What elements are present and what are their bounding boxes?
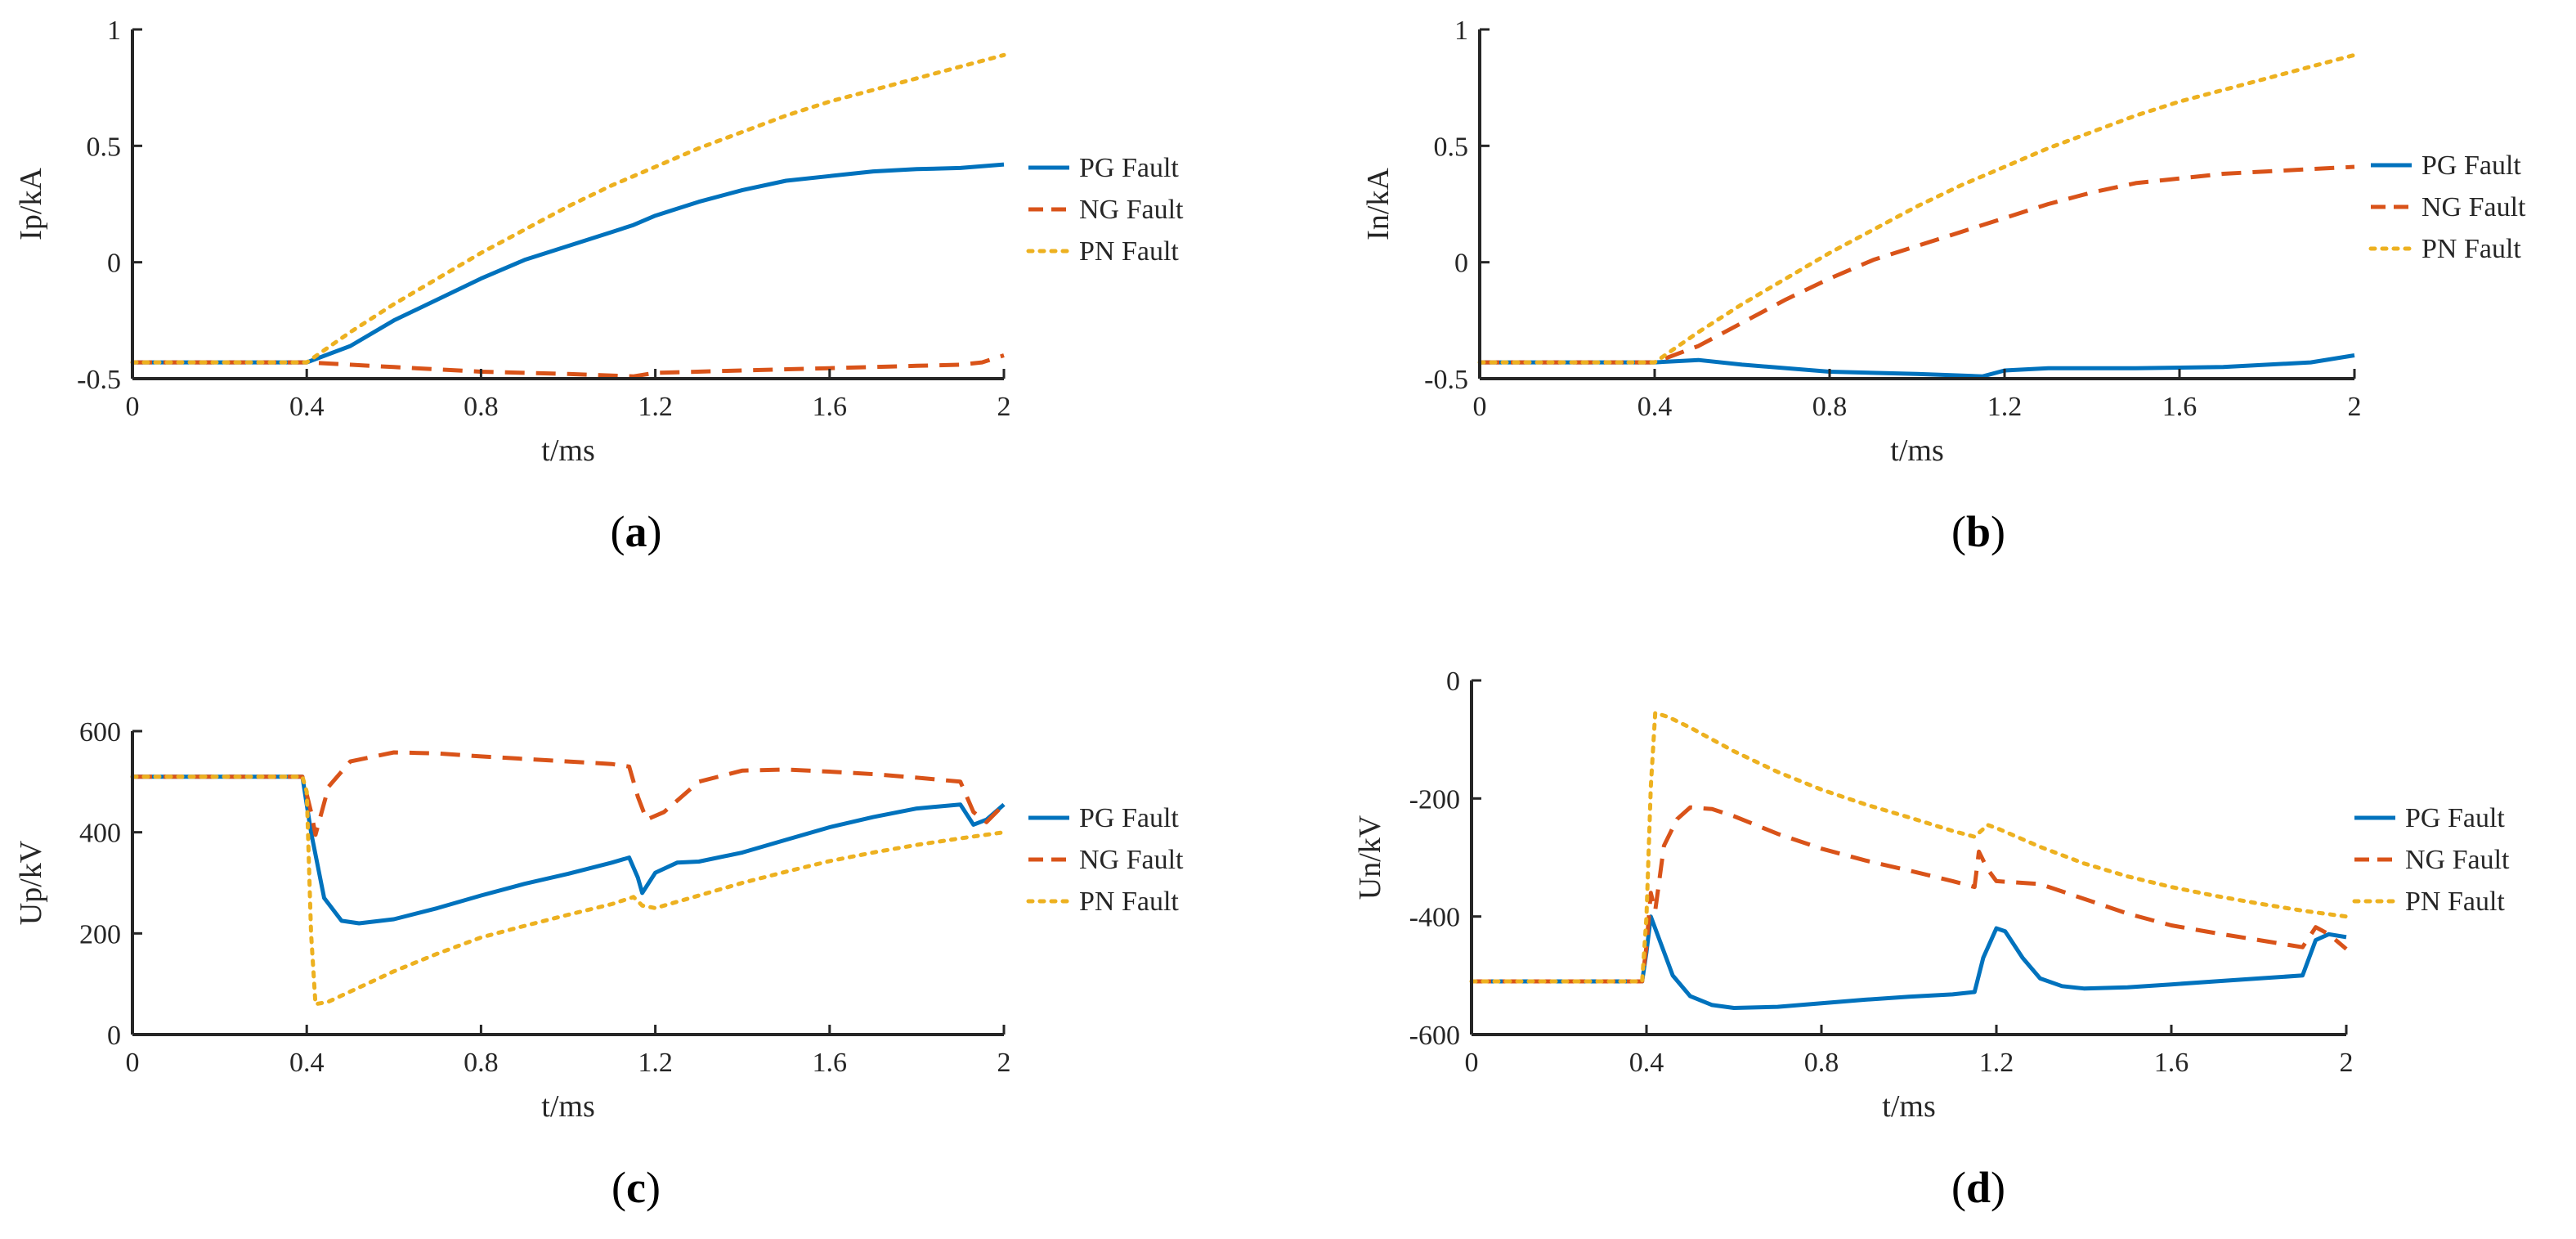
y-tick-label: -200 (1409, 784, 1460, 815)
y-tick-label: 0 (107, 249, 121, 279)
y-tick-label: 400 (79, 819, 121, 849)
legend-label-pg: PG Fault (1079, 153, 1179, 183)
legend-label-pn: PN Fault (1079, 236, 1179, 267)
x-tick-label: 0.4 (1629, 1048, 1664, 1078)
x-tick-label: 2 (997, 392, 1011, 422)
legend-label-ng: NG Fault (2421, 192, 2526, 222)
y-axis-label: Ip/kA (14, 168, 48, 240)
x-tick-label: 2 (2340, 1048, 2354, 1078)
series-line-ng-fault (132, 353, 1005, 379)
series-line-pn-fault (1469, 711, 2349, 984)
x-axis-label: t/ms (1890, 433, 1943, 468)
y-tick-label: -0.5 (77, 365, 121, 395)
y-tick-label: 600 (79, 717, 121, 747)
x-tick-label: 0.4 (289, 1048, 325, 1078)
legend-label-pg: PG Fault (2405, 803, 2505, 833)
legend: PG Fault NG Fault PN Fault (1026, 803, 1184, 917)
legend: PG Fault NG Fault PN Fault (2368, 150, 2526, 264)
y-tick-label: 0 (107, 1021, 121, 1051)
y-tick-label: 0.5 (1434, 132, 1469, 162)
legend-label-ng: NG Fault (2405, 845, 2510, 875)
chart-panel-d: 0 0.4 0.8 1.2 1.6 2 -600 -400 -200 0 t/ms Un/kV PG F… (1353, 667, 2510, 1212)
x-tick-label: 2 (2348, 392, 2362, 422)
panel-label-open-paren: ( (611, 507, 625, 556)
panel-label-open-paren: ( (612, 1163, 626, 1212)
panel-label-close-paren: ) (647, 507, 662, 556)
series-line-pg-fault (1472, 914, 2347, 1010)
x-tick-label: 2 (997, 1048, 1011, 1078)
panel-label: (b) (1951, 507, 2005, 556)
legend-label-pg: PG Fault (2421, 150, 2521, 181)
panel-label: (a) (611, 507, 662, 556)
y-tick-label: 200 (79, 919, 121, 949)
panel-label-open-paren: ( (1951, 1163, 1966, 1212)
y-tick-label: 0 (1446, 667, 1460, 697)
x-tick-label: 0.8 (1804, 1048, 1839, 1078)
y-tick-label: -400 (1409, 903, 1460, 933)
legend: PG Fault NG Fault PN Fault (1026, 153, 1184, 267)
panel-label-letter: c (626, 1163, 646, 1212)
panel-label-open-paren: ( (1951, 507, 1966, 556)
x-axis-label: t/ms (541, 433, 594, 468)
y-tick-label: 0.5 (87, 132, 122, 162)
y-tick-label: -600 (1409, 1021, 1460, 1051)
x-tick-label: 0.8 (464, 1048, 499, 1078)
series-line-pn-fault (1477, 52, 2357, 365)
panel-label-close-paren: ) (1991, 507, 2005, 556)
y-tick-label: 0 (1454, 249, 1468, 279)
x-tick-label: 0.8 (1812, 392, 1848, 422)
x-tick-label: 0 (126, 392, 140, 422)
panel-label-close-paren: ) (646, 1163, 661, 1212)
x-tick-label: 0 (1465, 1048, 1479, 1078)
y-axis-label: In/kA (1361, 168, 1396, 240)
x-tick-label: 0 (126, 1048, 140, 1078)
legend-label-pn: PN Fault (1079, 887, 1179, 917)
x-tick-label: 0.4 (289, 392, 325, 422)
legend-label-pn: PN Fault (2405, 887, 2505, 917)
legend: PG Fault NG Fault PN Fault (2352, 803, 2510, 917)
panel-label: (d) (1951, 1163, 2005, 1212)
x-tick-label: 1.6 (2154, 1048, 2189, 1078)
y-axis-label: Up/kV (14, 840, 48, 925)
chart-panel-c: 0 0.4 0.8 1.2 1.6 2 0 200 400 600 t/ms Up/kV PG Faul… (14, 717, 1184, 1212)
series-line-pg-fault (1480, 353, 2355, 379)
y-axis-label: Un/kV (1353, 815, 1387, 900)
panel-label-letter: d (1966, 1163, 1991, 1212)
series-line-pn-fault (130, 774, 1006, 1007)
x-tick-label: 1.6 (2162, 392, 2197, 422)
legend-label-pn: PN Fault (2421, 234, 2521, 264)
series-line-pg-fault (132, 774, 1006, 926)
x-axis-label: t/ms (541, 1089, 594, 1124)
x-tick-label: 1.2 (1987, 392, 2023, 422)
y-tick-label: 1 (1454, 16, 1468, 46)
panel-label-letter: a (625, 507, 647, 556)
y-tick-label: -0.5 (1424, 365, 1468, 395)
legend-label-pg: PG Fault (1079, 803, 1179, 833)
y-tick-label: 1 (107, 16, 121, 46)
panel-label: (c) (612, 1163, 661, 1212)
x-tick-label: 1.6 (813, 1048, 848, 1078)
panel-label-letter: b (1966, 507, 1991, 556)
x-tick-label: 1.2 (1979, 1048, 2014, 1078)
x-tick-label: 1.6 (813, 392, 848, 422)
series-line-ng-fault (132, 750, 1006, 837)
x-tick-label: 0.8 (464, 392, 499, 422)
series-line-pn-fault (130, 52, 1006, 365)
x-tick-label: 0.4 (1637, 392, 1673, 422)
x-tick-label: 1.2 (638, 392, 673, 422)
legend-label-ng: NG Fault (1079, 195, 1184, 225)
series-line-ng-fault (1472, 805, 2348, 984)
x-tick-label: 1.2 (638, 1048, 673, 1078)
x-tick-label: 0 (1473, 392, 1487, 422)
series-line-ng-fault (1480, 164, 2355, 365)
series-line-pg-fault (132, 162, 1005, 365)
panel-label-close-paren: ) (1991, 1163, 2005, 1212)
legend-label-ng: NG Fault (1079, 845, 1184, 875)
x-axis-label: t/ms (1882, 1089, 1935, 1124)
